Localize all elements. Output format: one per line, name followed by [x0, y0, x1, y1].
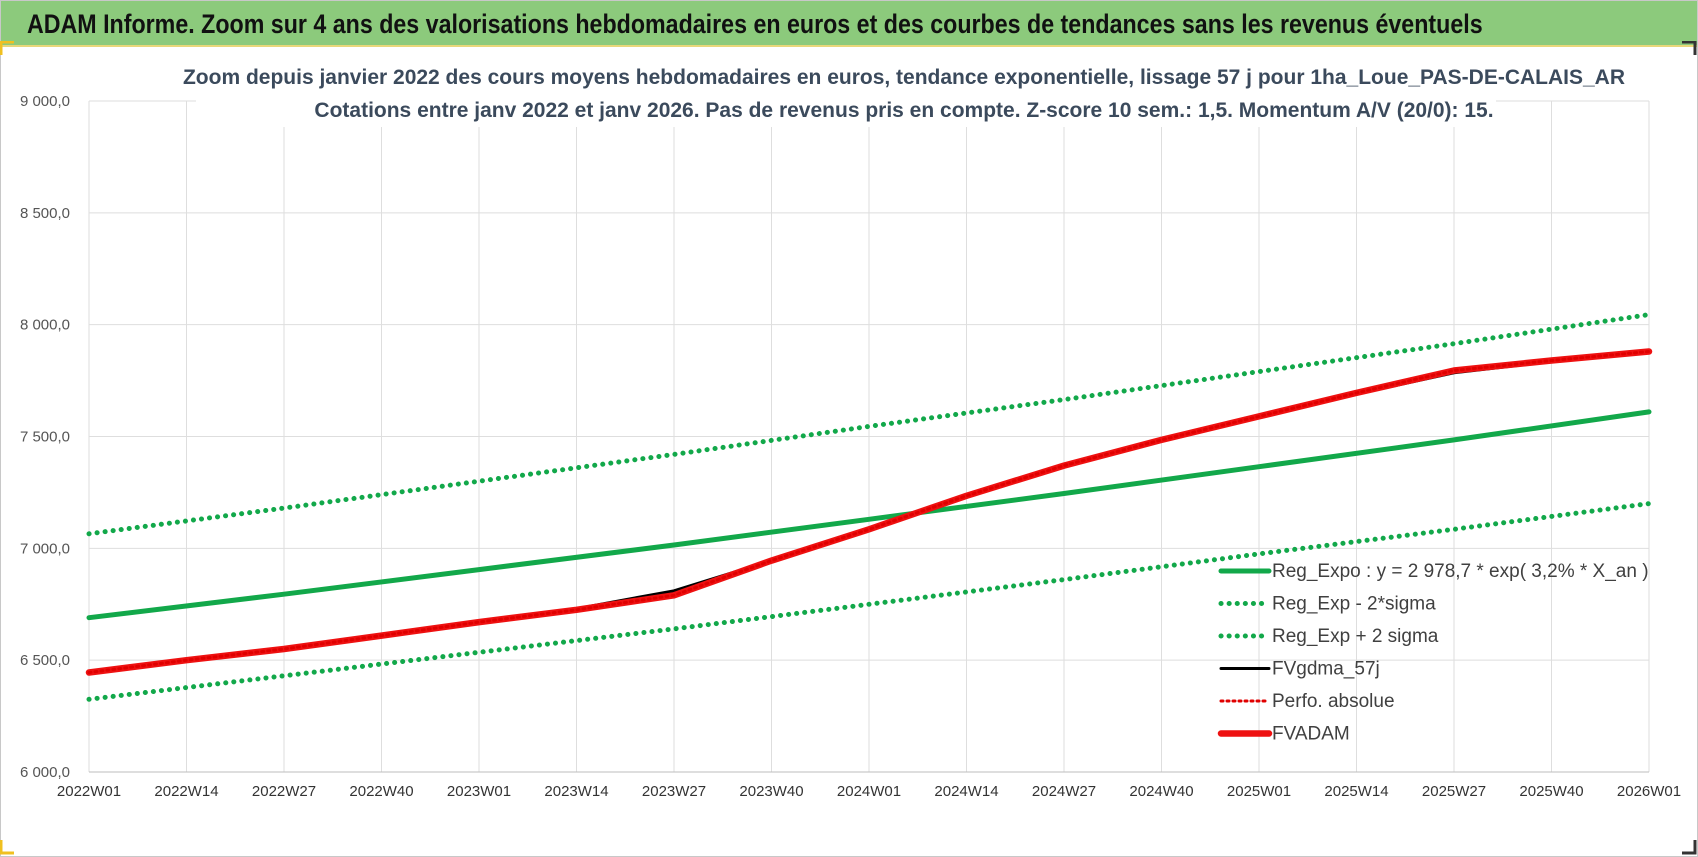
series-line-0 [86, 409, 1652, 621]
legend: Reg_Expo : y = 2 978,7 * exp( 3,2% * X_a… [1217, 561, 1649, 745]
legend-entry-label: FVADAM [1272, 724, 1350, 745]
grid [88, 100, 1650, 773]
legend-entry-label: Perfo. absolue [1272, 691, 1395, 712]
x-tick-label: 2024W14 [934, 783, 998, 800]
y-tick-label: 9 000,0 [20, 93, 70, 110]
x-tick-label: 2023W01 [447, 783, 511, 800]
line-chart: Zoom depuis janvier 2022 des cours moyen… [20, 61, 1681, 800]
x-tick-label: 2022W14 [154, 783, 218, 800]
corner-mark-top-right [1682, 41, 1697, 55]
x-tick-label: 2025W40 [1519, 783, 1583, 800]
series-line-5 [85, 348, 1653, 676]
report-banner: ADAM Informe. Zoom sur 4 ans des valoris… [1, 1, 1697, 47]
x-tick-label: 2024W40 [1129, 783, 1193, 800]
y-tick-label: 6 000,0 [20, 764, 70, 781]
y-tick-label: 6 500,0 [20, 652, 70, 669]
corner-mark-top-left [0, 41, 14, 55]
corner-mark-bottom-left [0, 840, 14, 855]
y-tick-label: 8 500,0 [20, 205, 70, 222]
y-tick-label: 7 000,0 [20, 540, 70, 557]
legend-entry-label: Reg_Exp - 2*sigma [1272, 594, 1436, 615]
legend-entry-label: Reg_Expo : y = 2 978,7 * exp( 3,2% * X_a… [1272, 561, 1649, 582]
x-tick-label: 2023W40 [739, 783, 803, 800]
chart-title-background [196, 61, 1496, 127]
y-axis-ticks: 6 000,0 6 500,0 7 000,0 7 500,0 8 000,0 8 500… [20, 93, 70, 781]
x-tick-label: 2025W01 [1227, 783, 1291, 800]
x-tick-label: 2023W27 [642, 783, 706, 800]
x-tick-label: 2022W01 [57, 783, 121, 800]
chart-title-line-2: Cotations entre janv 2022 et janv 2026. … [314, 99, 1493, 122]
series-lines [85, 312, 1653, 702]
x-tick-label: 2024W01 [837, 783, 901, 800]
report-title: ADAM Informe. Zoom sur 4 ans des valoris… [27, 9, 1483, 39]
chart-title: Zoom depuis janvier 2022 des cours moyen… [183, 61, 1625, 127]
x-tick-label: 2022W27 [252, 783, 316, 800]
chart-title-line-1: Zoom depuis janvier 2022 des cours moyen… [183, 66, 1625, 89]
x-axis-ticks: 2022W01 2022W14 2022W27 2022W40 2023W01 2023W… [57, 783, 1681, 800]
x-tick-label: 2025W27 [1422, 783, 1486, 800]
x-tick-label: 2025W14 [1324, 783, 1388, 800]
y-tick-label: 7 500,0 [20, 429, 70, 446]
x-tick-label: 2023W14 [544, 783, 608, 800]
legend-entry-label: Reg_Exp + 2 sigma [1272, 626, 1439, 647]
x-tick-label: 2022W40 [349, 783, 413, 800]
series-line-2 [86, 312, 1652, 537]
legend-entry-label: FVgdma_57j [1272, 659, 1380, 680]
x-tick-label: 2026W01 [1617, 783, 1681, 800]
x-tick-label: 2024W27 [1032, 783, 1096, 800]
series-line-1 [86, 501, 1652, 702]
y-tick-label: 8 000,0 [20, 317, 70, 334]
corner-mark-bottom-right [1682, 840, 1697, 855]
